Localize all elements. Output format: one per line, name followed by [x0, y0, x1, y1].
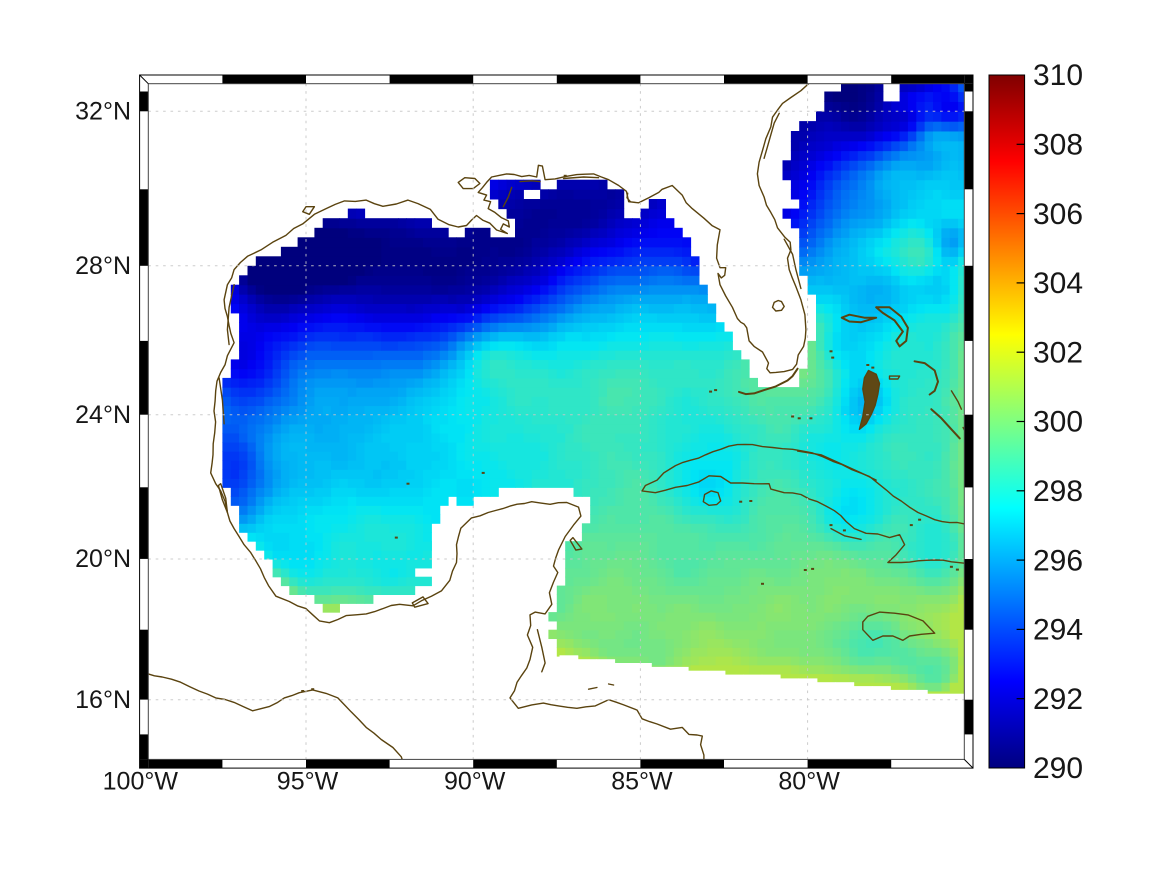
svg-text:100°W: 100°W: [103, 768, 179, 796]
svg-text:296: 296: [1033, 544, 1083, 577]
svg-text:300: 300: [1033, 406, 1083, 439]
svg-text:292: 292: [1033, 683, 1083, 716]
svg-text:306: 306: [1033, 198, 1083, 231]
svg-text:24°N: 24°N: [75, 401, 131, 429]
svg-text:32°N: 32°N: [75, 98, 131, 126]
svg-text:90°W: 90°W: [444, 768, 506, 796]
svg-text:310: 310: [1033, 59, 1083, 92]
svg-text:304: 304: [1033, 267, 1083, 300]
svg-text:95°W: 95°W: [277, 768, 339, 796]
svg-text:294: 294: [1033, 614, 1083, 647]
svg-text:16°N: 16°N: [75, 686, 131, 714]
svg-text:308: 308: [1033, 129, 1083, 162]
svg-text:298: 298: [1033, 475, 1083, 508]
svg-text:28°N: 28°N: [75, 252, 131, 280]
svg-text:80°W: 80°W: [778, 768, 840, 796]
svg-text:290: 290: [1033, 752, 1083, 785]
svg-text:302: 302: [1033, 336, 1083, 369]
svg-text:20°N: 20°N: [75, 545, 131, 573]
svg-text:85°W: 85°W: [611, 768, 673, 796]
